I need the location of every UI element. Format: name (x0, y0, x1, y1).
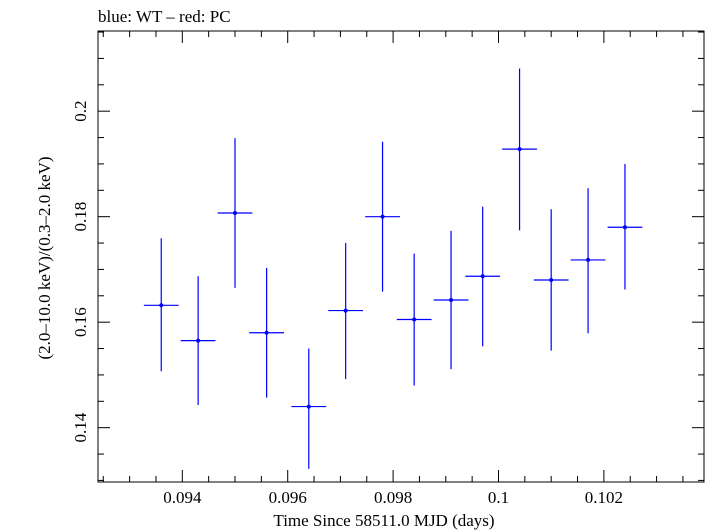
data-point (465, 206, 501, 347)
point-marker (412, 317, 417, 322)
y-tick-label: 0.2 (71, 101, 90, 122)
data-point (502, 68, 537, 231)
data-point (217, 138, 253, 288)
point-marker (449, 298, 454, 303)
data-point (180, 276, 216, 405)
plot-frame (97, 30, 705, 483)
point-marker (586, 257, 591, 262)
data-point (570, 188, 606, 334)
point-marker (264, 330, 269, 335)
point-marker (196, 338, 201, 343)
point-marker (159, 303, 164, 308)
data-point (607, 163, 643, 290)
data-point (249, 267, 285, 398)
data-point (328, 243, 364, 380)
point-marker (343, 308, 348, 313)
data-point (365, 141, 400, 292)
y-axis-label: (2.0–10.0 keV)/(0.3–2.0 keV) (35, 156, 54, 359)
x-tick-label: 0.1 (488, 488, 509, 507)
point-marker (233, 210, 238, 215)
axes: 0.094 0.096 0.098 0.1 0.102 0.14 0.16 0.18 0.2 (71, 31, 704, 507)
data-point (396, 253, 432, 386)
x-tick-label: 0.096 (269, 488, 307, 507)
x-axis-label: Time Since 58511.0 MJD (days) (273, 511, 494, 530)
point-marker (480, 274, 485, 279)
y-tick-label: 0.14 (71, 412, 90, 442)
point-marker (306, 404, 311, 409)
chart-title: blue: WT – red: PC (98, 7, 231, 26)
data-point (291, 348, 327, 469)
point-marker (549, 277, 554, 282)
x-tick-label: 0.098 (374, 488, 412, 507)
data-point (533, 209, 569, 351)
y-tick-label: 0.16 (71, 307, 90, 337)
y-tick-label: 0.18 (71, 202, 90, 232)
x-tick-label: 0.102 (585, 488, 623, 507)
point-marker (380, 214, 385, 219)
point-marker (517, 147, 522, 152)
x-tick-label: 0.094 (163, 488, 202, 507)
data-points (143, 68, 643, 469)
point-marker (622, 225, 627, 230)
data-point (433, 230, 469, 370)
data-point (143, 238, 179, 372)
